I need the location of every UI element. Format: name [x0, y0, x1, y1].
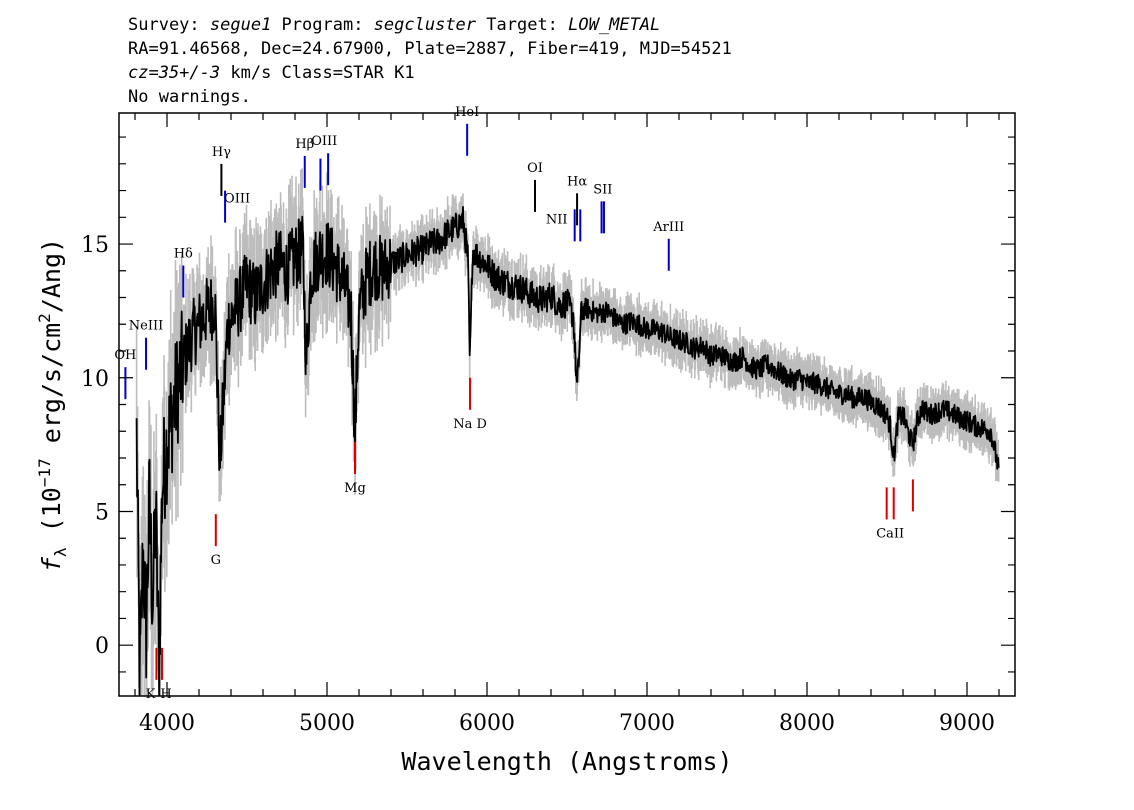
- survey-value: segue1: [210, 15, 271, 35]
- line-label-21: CaII: [876, 526, 904, 541]
- line-label-5: Hβ: [295, 137, 314, 152]
- y-tick-label-0: 0: [95, 634, 109, 659]
- line-label-11: Hα: [567, 174, 587, 189]
- x-tick-label-3: 7000: [619, 711, 675, 736]
- line-label-20: Na D: [453, 417, 487, 432]
- series-line-flux: [135, 206, 1000, 696]
- line-label-1: NeIII: [129, 319, 163, 334]
- line-label-16: K: [146, 687, 156, 702]
- line-label-2: Hδ: [174, 247, 193, 262]
- header-line-2: RA=91.46568, Dec=24.67900, Plate=2887, F…: [128, 39, 732, 59]
- redshift-value: cz=35+/-3: [128, 63, 220, 83]
- tick-marks: [119, 113, 1015, 696]
- axis-tick-labels: 4000 5000 6000 7000 8000 9000 0 5 10 15: [81, 233, 995, 736]
- line-label-15: ArIII: [652, 220, 684, 235]
- line-label-3: Hγ: [212, 145, 231, 160]
- x-tick-label-4: 8000: [779, 711, 835, 736]
- y-tick-label-1: 5: [95, 500, 109, 525]
- line-label-4: OIII: [224, 192, 250, 207]
- line-label-0: OH: [114, 348, 136, 363]
- x-tick-label-5: 9000: [939, 711, 995, 736]
- y-axis-title: fλ (10−17 erg/s/cm2/Ang): [35, 238, 70, 572]
- line-label-9: OI: [527, 161, 543, 176]
- y-tick-label-2: 10: [81, 367, 109, 392]
- line-label-18: G: [211, 553, 221, 568]
- header-line-1: Survey: segue1 Program: segcluster Targe…: [128, 15, 660, 35]
- program-label: Program:: [271, 15, 373, 35]
- line-label-10: NII: [546, 212, 568, 227]
- y-tick-label-3: 15: [81, 233, 109, 258]
- line-label-7: OIII: [311, 134, 337, 149]
- program-value: segcluster: [374, 15, 477, 35]
- x-tick-label-1: 5000: [299, 711, 355, 736]
- axis-ticks: [119, 113, 1015, 696]
- survey-label: Survey:: [128, 15, 210, 35]
- header-line-4: No warnings.: [128, 87, 251, 107]
- class-value: km/s Class=STAR K1: [220, 63, 414, 83]
- x-axis-title: Wavelength (Angstroms): [401, 747, 732, 776]
- line-label-19: Mg: [344, 481, 366, 496]
- flux-layer: [135, 206, 1000, 696]
- target-label: Target:: [476, 15, 568, 35]
- line-labels-layer: OHNeIIIHδHγOIIIHβOIIIHeIOINIIHαSIIArIIIK…: [114, 105, 904, 702]
- header-line-3: cz=35+/-3 km/s Class=STAR K1: [128, 63, 415, 83]
- x-tick-label-2: 6000: [459, 711, 515, 736]
- target-value: LOW_METAL: [568, 15, 660, 35]
- line-label-17: H: [160, 687, 171, 702]
- line-markers-layer: [124, 123, 914, 680]
- x-tick-label-0: 4000: [139, 711, 195, 736]
- line-label-13: SII: [593, 182, 612, 197]
